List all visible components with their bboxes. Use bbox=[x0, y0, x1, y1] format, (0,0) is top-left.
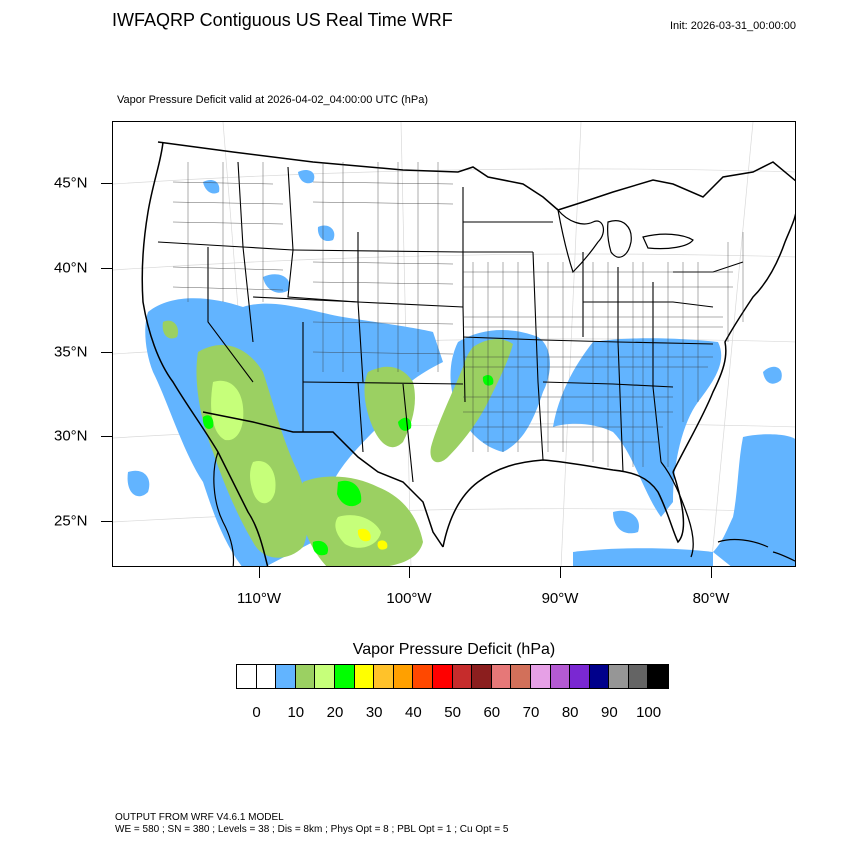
lat-tick-30 bbox=[101, 436, 112, 437]
colorbar-cell-15 bbox=[530, 665, 551, 688]
lon-label-90: 90°W bbox=[541, 590, 579, 607]
colorbar-cell-20 bbox=[628, 665, 649, 688]
colorbar-title: Vapor Pressure Deficit (hPa) bbox=[352, 641, 556, 658]
panel-title: Vapor Pressure Deficit valid at 2026-04-… bbox=[117, 94, 429, 106]
colorbar-cell-0 bbox=[237, 665, 257, 688]
colorbar-label-40: 40 bbox=[405, 704, 422, 721]
lon-label-100: 100°W bbox=[386, 590, 432, 607]
lat-label-25: 25°N bbox=[54, 512, 88, 530]
colorbar-label-70: 70 bbox=[522, 704, 540, 721]
colorbar-label-60: 60 bbox=[483, 704, 501, 721]
lat-label-30: 30°N bbox=[54, 427, 88, 445]
colorbar-cell-2 bbox=[276, 665, 296, 688]
colorbar-cell-19 bbox=[609, 665, 629, 688]
map-panel bbox=[112, 121, 796, 567]
colorbar-cell-4 bbox=[315, 665, 335, 688]
boundaries bbox=[141, 141, 795, 566]
us-vpd-map bbox=[113, 122, 795, 566]
init-time-label: Init: 2026-03-31_00:00:00 bbox=[670, 20, 796, 32]
lat-tick-45 bbox=[101, 183, 112, 184]
colorbar-cell-12 bbox=[472, 665, 492, 688]
lon-tick-90 bbox=[560, 567, 561, 578]
colorbar-cell-14 bbox=[511, 665, 531, 688]
colorbar bbox=[236, 664, 670, 689]
lat-label-35: 35°N bbox=[54, 343, 88, 361]
lat-label-40: 40°N bbox=[54, 259, 88, 277]
colorbar-cell-21 bbox=[648, 665, 669, 688]
colorbar-cell-9 bbox=[413, 665, 433, 688]
colorbar-label-50: 50 bbox=[444, 704, 461, 721]
colorbar-cell-18 bbox=[589, 665, 610, 688]
colorbar-label-100: 100 bbox=[636, 704, 662, 721]
lat-label-45: 45°N bbox=[54, 174, 88, 192]
colorbar-label-30: 30 bbox=[365, 704, 383, 721]
colorbar-cell-1 bbox=[256, 665, 277, 688]
colorbar-cell-8 bbox=[393, 665, 414, 688]
lat-tick-25 bbox=[101, 521, 112, 522]
colorbar-label-10: 10 bbox=[287, 704, 305, 721]
colorbar-label-0: 0 bbox=[252, 704, 261, 721]
lat-tick-40 bbox=[101, 268, 112, 269]
lon-label-80: 80°W bbox=[692, 590, 730, 607]
colorbar-cell-10 bbox=[432, 665, 453, 688]
colorbar-cell-7 bbox=[374, 665, 394, 688]
colorbar-cell-6 bbox=[354, 665, 375, 688]
lon-tick-110 bbox=[259, 567, 260, 578]
colorbar-cell-3 bbox=[295, 665, 316, 688]
map-title: IWFAQRP Contiguous US Real Time WRF bbox=[112, 10, 453, 30]
colorbar-label-80: 80 bbox=[561, 704, 579, 721]
colorbar-cell-17 bbox=[570, 665, 590, 688]
colorbar-label-20: 20 bbox=[326, 704, 344, 721]
colorbar-cell-16 bbox=[550, 665, 571, 688]
model-info-line-1: OUTPUT FROM WRF V4.6.1 MODEL bbox=[115, 812, 284, 823]
lat-tick-35 bbox=[101, 352, 112, 353]
lon-tick-80 bbox=[711, 567, 712, 578]
colorbar-cell-11 bbox=[452, 665, 473, 688]
vpd-shading-yellow bbox=[357, 528, 388, 550]
colorbar-cell-13 bbox=[491, 665, 512, 688]
colorbar-cell-5 bbox=[334, 665, 355, 688]
lon-tick-100 bbox=[409, 567, 410, 578]
model-info-line-2: WE = 580 ; SN = 380 ; Levels = 38 ; Dis … bbox=[115, 824, 509, 835]
colorbar-label-90: 90 bbox=[601, 704, 618, 721]
lon-label-110: 110°W bbox=[236, 590, 282, 607]
